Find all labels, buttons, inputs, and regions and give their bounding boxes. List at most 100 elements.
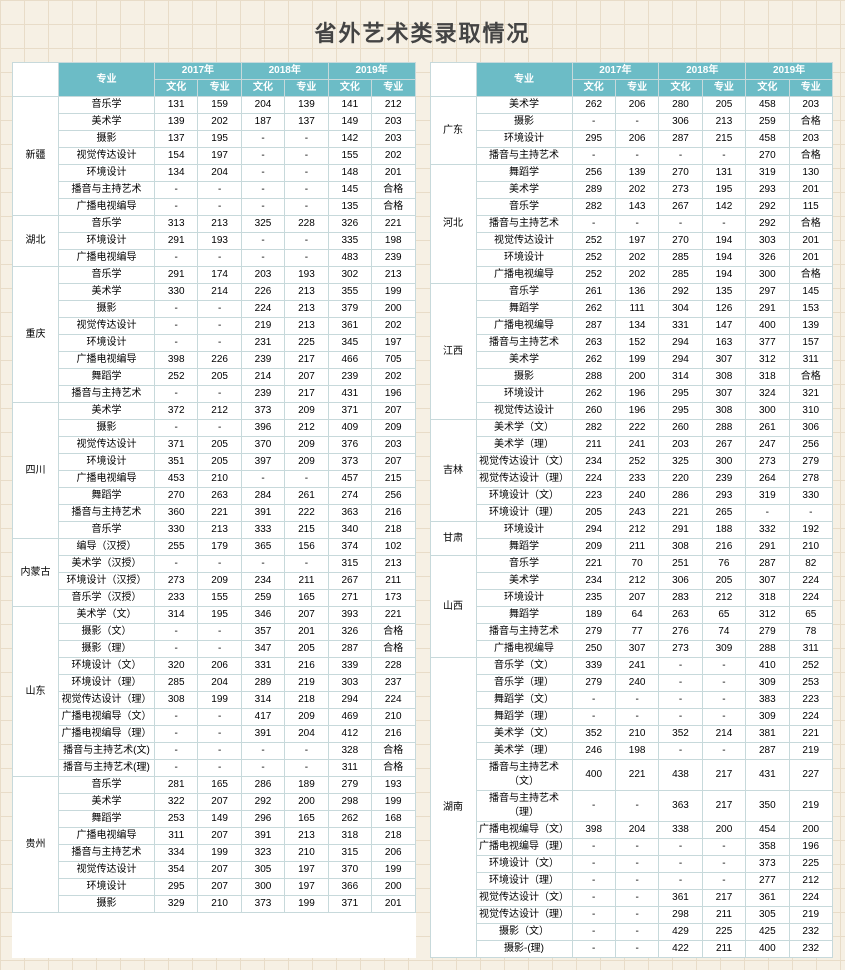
value-cell: 370 — [328, 862, 371, 879]
value-cell: 457 — [328, 471, 371, 488]
value-cell: 203 — [789, 131, 832, 148]
value-cell: 279 — [572, 624, 615, 641]
value-cell: 253 — [789, 675, 832, 692]
value-cell: 126 — [702, 301, 745, 318]
major-cell: 环境设计（文） — [59, 658, 155, 675]
table-row: 视觉传达设计（理）224233220239264278 — [430, 471, 833, 488]
value-cell: - — [615, 890, 658, 907]
value-cell: 154 — [155, 148, 198, 165]
value-cell: 398 — [155, 352, 198, 369]
major-cell: 摄影（文） — [59, 624, 155, 641]
value-cell: 357 — [241, 624, 284, 641]
value-cell: 202 — [615, 250, 658, 267]
value-cell: - — [285, 182, 328, 199]
value-cell: 205 — [572, 505, 615, 522]
value-cell: 469 — [328, 709, 371, 726]
value-cell: 202 — [615, 182, 658, 199]
value-cell: - — [155, 709, 198, 726]
value-cell: - — [241, 556, 284, 573]
tables-wrap: 生源地专业2017年2018年2019年文化专业文化专业文化专业新疆音乐学131… — [12, 62, 833, 958]
value-cell: 204 — [285, 726, 328, 743]
value-cell: 322 — [155, 794, 198, 811]
value-cell: 209 — [285, 437, 328, 454]
col-sub: 专业 — [285, 80, 328, 97]
region-cell: 湖南 — [430, 658, 476, 958]
value-cell: 361 — [746, 890, 789, 907]
region-cell: 重庆 — [13, 267, 59, 403]
value-cell: 314 — [241, 692, 284, 709]
region-cell: 湖北 — [13, 216, 59, 267]
table-row: 新疆音乐学131159204139141212 — [13, 97, 416, 114]
value-cell: - — [241, 165, 284, 182]
value-cell: 199 — [198, 692, 241, 709]
value-cell: 合格 — [372, 760, 415, 777]
value-cell: - — [572, 114, 615, 131]
value-cell: 300 — [746, 267, 789, 284]
value-cell: 376 — [328, 437, 371, 454]
table-row: 环境设计262196295307324321 — [430, 386, 833, 403]
table-row: 广播电视编导（文）--417209469210 — [13, 709, 416, 726]
value-cell: 458 — [746, 97, 789, 114]
major-cell: 广播电视编导 — [476, 267, 572, 284]
value-cell: 279 — [746, 624, 789, 641]
value-cell: 294 — [572, 522, 615, 539]
col-sub: 专业 — [372, 80, 415, 97]
value-cell: 333 — [241, 522, 284, 539]
table-row: 环境设计（汉授）273209234211267211 — [13, 573, 416, 590]
value-cell: 253 — [155, 811, 198, 828]
value-cell: 412 — [328, 726, 371, 743]
value-cell: - — [615, 148, 658, 165]
value-cell: - — [241, 233, 284, 250]
value-cell: 339 — [328, 658, 371, 675]
value-cell: 252 — [789, 658, 832, 675]
value-cell: 188 — [702, 522, 745, 539]
value-cell: 131 — [702, 165, 745, 182]
value-cell: 198 — [615, 743, 658, 760]
value-cell: - — [572, 216, 615, 233]
value-cell: 361 — [328, 318, 371, 335]
value-cell: 304 — [659, 301, 702, 318]
table-row: 美术学330214226213355199 — [13, 284, 416, 301]
col-sub: 文化 — [746, 80, 789, 97]
value-cell: 212 — [615, 522, 658, 539]
value-cell: 193 — [372, 777, 415, 794]
value-cell: - — [702, 839, 745, 856]
table-row: 环境设计--231225345197 — [13, 335, 416, 352]
value-cell: 合格 — [789, 369, 832, 386]
value-cell: 222 — [285, 505, 328, 522]
value-cell: - — [198, 199, 241, 216]
value-cell: 234 — [572, 454, 615, 471]
value-cell: - — [572, 907, 615, 924]
major-cell: 环境设计 — [476, 131, 572, 148]
value-cell: 352 — [572, 726, 615, 743]
value-cell: - — [615, 791, 658, 822]
major-cell: 舞蹈学 — [476, 301, 572, 318]
value-cell: 373 — [328, 454, 371, 471]
value-cell: - — [198, 335, 241, 352]
value-cell: 211 — [702, 941, 745, 958]
value-cell: 合格 — [372, 199, 415, 216]
value-cell: 合格 — [372, 182, 415, 199]
value-cell: 221 — [789, 726, 832, 743]
value-cell: - — [702, 692, 745, 709]
value-cell: - — [572, 873, 615, 890]
major-cell: 视觉传达设计 — [59, 148, 155, 165]
value-cell: 251 — [659, 556, 702, 573]
table-row: 播音与主持艺术（理）--363217350219 — [430, 791, 833, 822]
table-row: 美术学（理）246198--287219 — [430, 743, 833, 760]
col-year: 2019年 — [328, 63, 415, 80]
value-cell: 149 — [198, 811, 241, 828]
value-cell: 300 — [241, 879, 284, 896]
value-cell: 201 — [372, 896, 415, 913]
col-region: 生源地 — [13, 63, 59, 97]
value-cell: 210 — [615, 726, 658, 743]
value-cell: 76 — [702, 556, 745, 573]
value-cell: 425 — [746, 924, 789, 941]
value-cell: 332 — [746, 522, 789, 539]
major-cell: 美术学（理） — [476, 743, 572, 760]
value-cell: 309 — [746, 709, 789, 726]
value-cell: 235 — [572, 590, 615, 607]
value-cell: 65 — [789, 607, 832, 624]
major-cell: 环境设计 — [476, 522, 572, 539]
value-cell: 252 — [615, 454, 658, 471]
